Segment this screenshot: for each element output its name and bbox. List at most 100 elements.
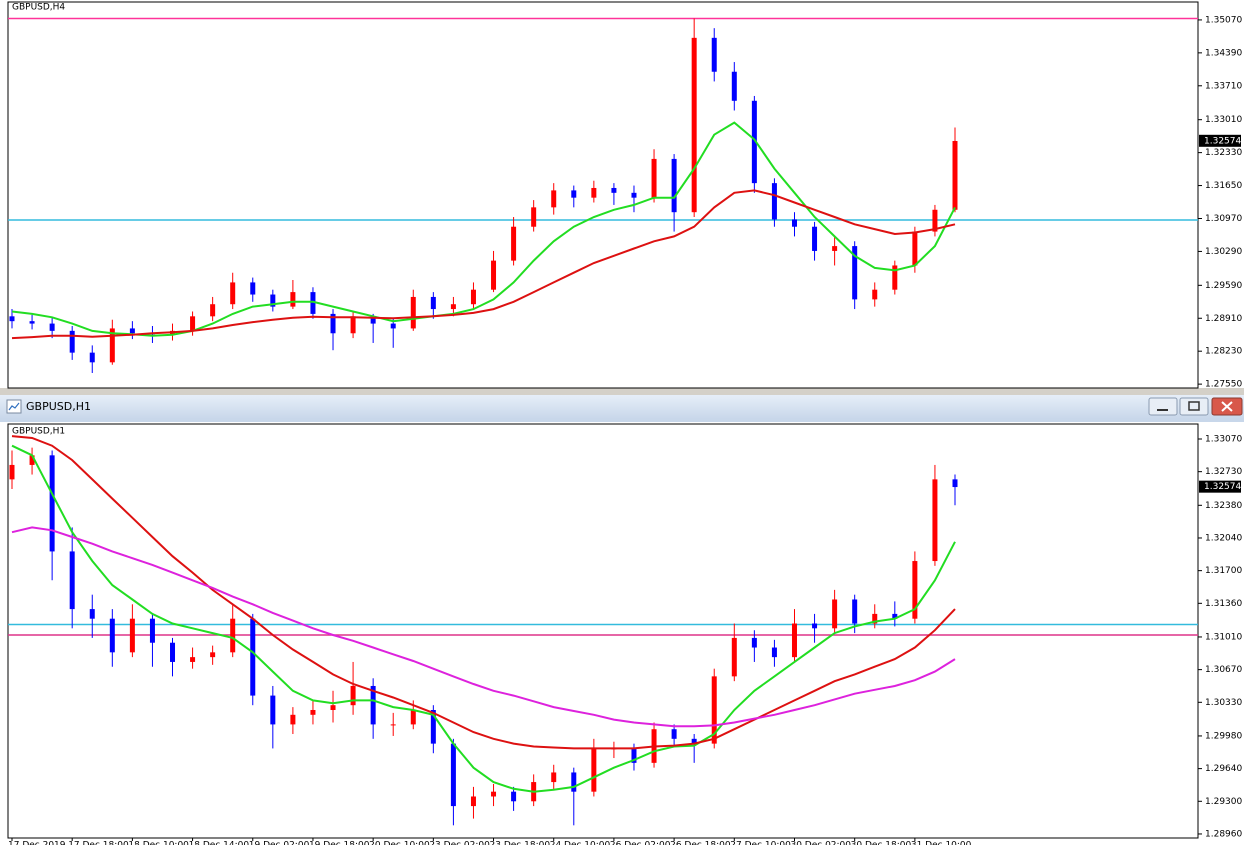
moving-average — [11, 435, 956, 750]
candle-body — [791, 623, 797, 658]
candle-body — [912, 561, 918, 619]
x-tick-label: 19 Dec 02:00 — [249, 841, 310, 845]
candle-body — [691, 37, 697, 213]
candle-body — [491, 791, 497, 797]
candle-body — [952, 140, 958, 210]
y-tick-label: 1.28910 — [1205, 314, 1242, 324]
y-tick-label: 1.34390 — [1205, 48, 1242, 58]
x-tick-label: 23 Dec 18:00 — [490, 841, 551, 845]
candle-body — [450, 304, 456, 310]
x-tick-label: 31 Dec 10:00 — [911, 841, 972, 845]
candle-body — [491, 260, 497, 290]
y-tick-label: 1.28230 — [1205, 347, 1242, 357]
y-tick-label: 1.28960 — [1205, 829, 1242, 839]
candle-body — [430, 709, 436, 744]
candle-body — [932, 209, 938, 232]
candle-body — [571, 772, 577, 792]
candle-body — [591, 748, 597, 792]
x-tick-label: 27 Dec 10:00 — [730, 841, 791, 845]
candle-body — [912, 231, 918, 266]
x-tick-label: 23 Dec 02:00 — [429, 841, 490, 845]
candle-body — [691, 738, 697, 744]
candle-body — [671, 158, 677, 213]
candle-body — [330, 313, 336, 334]
candle-body — [872, 613, 878, 624]
candle-body — [892, 613, 898, 619]
candle-body — [190, 657, 196, 662]
candle-body — [210, 304, 216, 317]
separator — [0, 388, 1244, 395]
y-tick-label: 1.32380 — [1205, 501, 1242, 511]
x-tick-label: 30 Dec 02:00 — [790, 841, 851, 845]
candle-body — [250, 618, 256, 696]
candle-body — [751, 637, 757, 648]
y-tick-label: 1.31700 — [1205, 566, 1242, 576]
candle-body — [9, 316, 15, 322]
candle-body — [330, 705, 336, 710]
y-tick-label: 1.30970 — [1205, 214, 1242, 224]
y-tick-label: 1.29300 — [1205, 797, 1242, 807]
candle-body — [511, 226, 517, 261]
y-tick-label: 1.29590 — [1205, 281, 1242, 291]
candle-body — [89, 352, 95, 363]
chart-title: GBPUSD,H4 — [12, 3, 65, 13]
moving-average — [11, 444, 956, 793]
candle-body — [812, 623, 818, 629]
candle-body — [852, 246, 858, 300]
candle-body — [370, 685, 376, 725]
candle-body — [450, 743, 456, 807]
candle-body — [611, 187, 617, 193]
current-price-box — [1199, 134, 1241, 147]
window-icon — [6, 399, 22, 414]
y-tick-label: 1.33070 — [1205, 434, 1242, 444]
candle-body — [290, 714, 296, 725]
restore-button[interactable] — [1179, 397, 1209, 416]
candle-body — [631, 192, 637, 198]
y-tick-label: 1.30330 — [1205, 698, 1242, 708]
candle-body — [651, 158, 657, 198]
candle-body — [671, 729, 677, 739]
candle-body — [430, 296, 436, 310]
candle-body — [310, 292, 316, 314]
candle-body — [731, 71, 737, 101]
candle-body — [551, 772, 557, 783]
candle-body — [170, 642, 176, 662]
window-border — [0, 419, 1244, 422]
candle-body — [591, 187, 597, 198]
candle-body — [751, 100, 757, 184]
current-price-box — [1199, 480, 1241, 493]
y-tick-label: 1.29980 — [1205, 731, 1242, 741]
candle-body — [410, 709, 416, 725]
close-button[interactable] — [1211, 397, 1243, 416]
window-title: GBPUSD,H1 — [26, 400, 91, 413]
window-icon-glyph — [8, 402, 20, 411]
candle-body — [932, 479, 938, 562]
candle-body — [69, 551, 75, 610]
minimize-button[interactable] — [1148, 397, 1178, 416]
candle-body — [731, 637, 737, 677]
plot-frame — [7, 423, 1199, 839]
candle-body — [250, 282, 256, 295]
candle-body — [89, 609, 95, 619]
plot-frame — [7, 1, 1199, 389]
candle-body — [812, 226, 818, 251]
current-price-label: 1.32574 — [1204, 482, 1241, 492]
candle-body — [511, 791, 517, 802]
candle-body — [370, 316, 376, 324]
y-tick-label: 1.33010 — [1205, 115, 1242, 125]
candle-body — [711, 37, 717, 72]
current-price-label: 1.32574 — [1204, 136, 1241, 146]
y-tick-label: 1.29640 — [1205, 764, 1242, 774]
y-tick-label: 1.32330 — [1205, 148, 1242, 158]
candle-body — [771, 647, 777, 658]
candle-body — [29, 455, 35, 465]
y-tick-label: 1.31010 — [1205, 632, 1242, 642]
candle-body — [771, 183, 777, 220]
candle-body — [832, 246, 838, 251]
candle-body — [390, 724, 396, 726]
candle-body — [149, 618, 155, 643]
x-tick-label: 20 Dec 10:00 — [369, 841, 430, 845]
